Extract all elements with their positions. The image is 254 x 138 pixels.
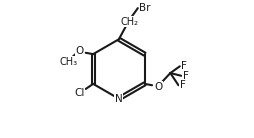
Text: Cl: Cl — [74, 88, 85, 98]
Text: Br: Br — [139, 3, 151, 13]
Text: F: F — [180, 80, 186, 90]
Text: F: F — [183, 71, 188, 81]
Text: CH₂: CH₂ — [120, 17, 138, 27]
Text: F: F — [181, 61, 187, 71]
Text: O: O — [75, 46, 84, 56]
Text: N: N — [115, 94, 123, 104]
Text: O: O — [154, 82, 162, 92]
Text: CH₃: CH₃ — [59, 57, 77, 67]
